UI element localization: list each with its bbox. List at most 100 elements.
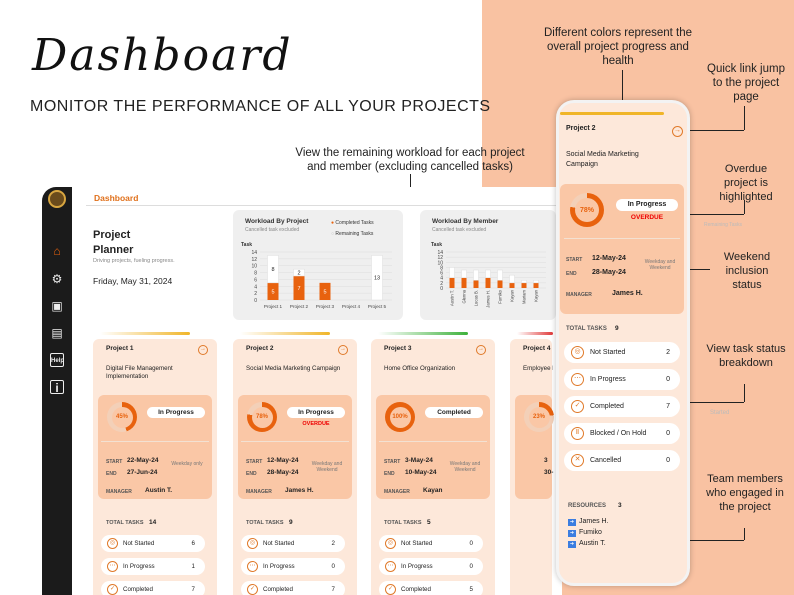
phone-total-count: 9 xyxy=(615,325,619,332)
legend-remaining: ○ Remaining Tasks xyxy=(331,231,373,237)
phone-task-status-row[interactable]: ⋯ In Progress 0 xyxy=(564,369,680,390)
progress-ring: 45% xyxy=(107,402,137,432)
total-tasks-label: TOTAL TASKS xyxy=(384,520,422,526)
task-status-row[interactable]: ✓ Completed 7 xyxy=(241,581,345,595)
bar-completed xyxy=(319,282,331,300)
briefcase-icon[interactable]: ▣ xyxy=(51,299,63,313)
task-status-row[interactable]: ⋯ In Progress 0 xyxy=(241,558,345,575)
current-date: Friday, May 31, 2024 xyxy=(93,276,173,286)
task-status-label: In Progress xyxy=(401,563,433,570)
progress-percent: 100% xyxy=(389,406,411,428)
x-tick-label: Glenna xyxy=(462,289,467,303)
task-status-row[interactable]: ◎ Not Started 6 xyxy=(101,535,205,552)
x-tick-label: Project 5 xyxy=(368,304,387,309)
task-status-row[interactable]: ◎ Not Started 0 xyxy=(379,535,483,552)
task-status-count: 1 xyxy=(191,563,195,570)
x-tick-label: Mariam xyxy=(522,289,527,303)
total-tasks-count: 14 xyxy=(149,519,157,526)
x-tick-label: Fumiko xyxy=(498,289,503,303)
y-tick-label: 0 xyxy=(254,298,257,304)
phone-task-status-row[interactable]: ◎ Not Started 2 xyxy=(564,342,680,363)
chart-ylabel: Task xyxy=(241,242,252,248)
project-card-title: Project 1 xyxy=(106,345,134,352)
phone-start-date: 12-May-24 xyxy=(592,255,626,262)
manager-label: MANAGER xyxy=(384,489,410,495)
connector-line xyxy=(744,528,745,540)
document-icon[interactable]: ▤ xyxy=(51,326,63,340)
x-tick-label: Kayan xyxy=(510,289,515,302)
phone-project-id: Project 2 xyxy=(566,125,596,132)
phone-task-status-row[interactable]: Ⅱ Blocked / On Hold 0 xyxy=(564,423,680,444)
legend-completed: ● Completed Tasks xyxy=(331,220,374,226)
y-tick-label: 14 xyxy=(251,250,257,256)
workload-member-title: Workload By Member xyxy=(432,218,499,225)
task-status-count: 7 xyxy=(666,403,670,410)
ghost-text: Started xyxy=(710,410,730,416)
task-status-icon: ⋯ xyxy=(247,561,258,572)
y-tick-label: 4 xyxy=(440,276,443,282)
workload-member-subtitle: Cancelled task excluded xyxy=(432,227,487,233)
end-date: 10-May-24 xyxy=(405,469,437,476)
task-status-label: Not Started xyxy=(401,540,433,547)
task-status-row[interactable]: ⋯ In Progress 0 xyxy=(379,558,483,575)
total-tasks-label: TOTAL TASKS xyxy=(246,520,284,526)
end-date: 28-May-24 xyxy=(267,469,299,476)
phone-task-status-row[interactable]: ✓ Completed 7 xyxy=(564,396,680,417)
quick-link-arrow-icon[interactable]: → xyxy=(338,345,348,355)
workload-project-title: Workload By Project xyxy=(245,218,309,225)
data-label-remaining: 8 xyxy=(271,267,274,273)
planner-tagline: Driving projects, fueling progress. xyxy=(93,258,175,264)
tab-dashboard[interactable]: Dashboard xyxy=(94,193,139,203)
project-card-name: Employee Development xyxy=(523,365,553,372)
task-status-icon: Ⅱ xyxy=(571,427,584,440)
bar-remaining xyxy=(485,269,491,278)
x-tick-label: Austin T. xyxy=(450,290,455,306)
gear-icon[interactable]: ⚙ xyxy=(51,272,63,286)
start-label: START xyxy=(384,459,401,465)
project-card-title: Project 2 xyxy=(246,345,274,352)
quick-link-arrow-icon[interactable]: → xyxy=(672,126,683,137)
y-tick-label: 4 xyxy=(254,284,257,290)
legend-remaining-label: Remaining Tasks xyxy=(335,231,374,237)
x-tick-label: Project 2 xyxy=(290,304,309,309)
help-icon[interactable]: Help xyxy=(50,353,64,367)
annotation-workload: View the remaining workload for each pro… xyxy=(295,147,525,173)
task-status-icon: ◎ xyxy=(385,538,396,549)
task-status-count: 6 xyxy=(191,540,195,547)
project-card-title: Project 3 xyxy=(384,345,412,352)
phone-task-status-row[interactable]: ✕ Cancelled 0 xyxy=(564,450,680,471)
legend-dot: ● xyxy=(331,220,336,226)
info-icon[interactable]: i xyxy=(50,380,64,395)
home-icon[interactable]: ⌂ xyxy=(53,244,61,258)
quick-link-arrow-icon[interactable]: → xyxy=(476,345,486,355)
connector-line xyxy=(686,130,744,131)
quick-link-arrow-icon[interactable]: → xyxy=(198,345,208,355)
y-tick-label: 10 xyxy=(437,260,443,266)
legend-completed-label: Completed Tasks xyxy=(335,220,374,226)
task-status-row[interactable]: ◎ Not Started 2 xyxy=(241,535,345,552)
data-label-remaining: 2 xyxy=(297,271,300,277)
chart-ylabel: Task xyxy=(431,242,442,248)
y-tick-label: 6 xyxy=(440,271,443,277)
resource-item: ➜ Austin T. xyxy=(568,540,606,548)
status-pill: In Progress xyxy=(287,407,345,418)
bar-remaining xyxy=(449,267,455,278)
task-status-icon: ✕ xyxy=(571,454,584,467)
bar-remaining xyxy=(509,274,515,284)
task-status-row[interactable]: ✓ Completed 5 xyxy=(379,581,483,595)
task-status-icon: ⋯ xyxy=(107,561,118,572)
task-status-label: Not Started xyxy=(590,349,626,356)
task-status-icon: ✓ xyxy=(107,584,118,595)
bar-completed xyxy=(485,277,491,288)
phone-end-label: END xyxy=(566,271,577,277)
task-status-row[interactable]: ✓ Completed 7 xyxy=(101,581,205,595)
task-status-row[interactable]: ⋯ In Progress 1 xyxy=(101,558,205,575)
annotation-quicklink: Quick link jump to the project page xyxy=(707,63,785,103)
weekend-status: Weekday only xyxy=(171,461,203,467)
y-tick-label: 2 xyxy=(440,281,443,287)
task-status-icon: ⋯ xyxy=(385,561,396,572)
person-icon: ➜ xyxy=(568,541,576,548)
planner-title-line2: Planner xyxy=(93,244,134,256)
task-status-icon: ◎ xyxy=(247,538,258,549)
workload-by-member-panel xyxy=(420,210,556,320)
